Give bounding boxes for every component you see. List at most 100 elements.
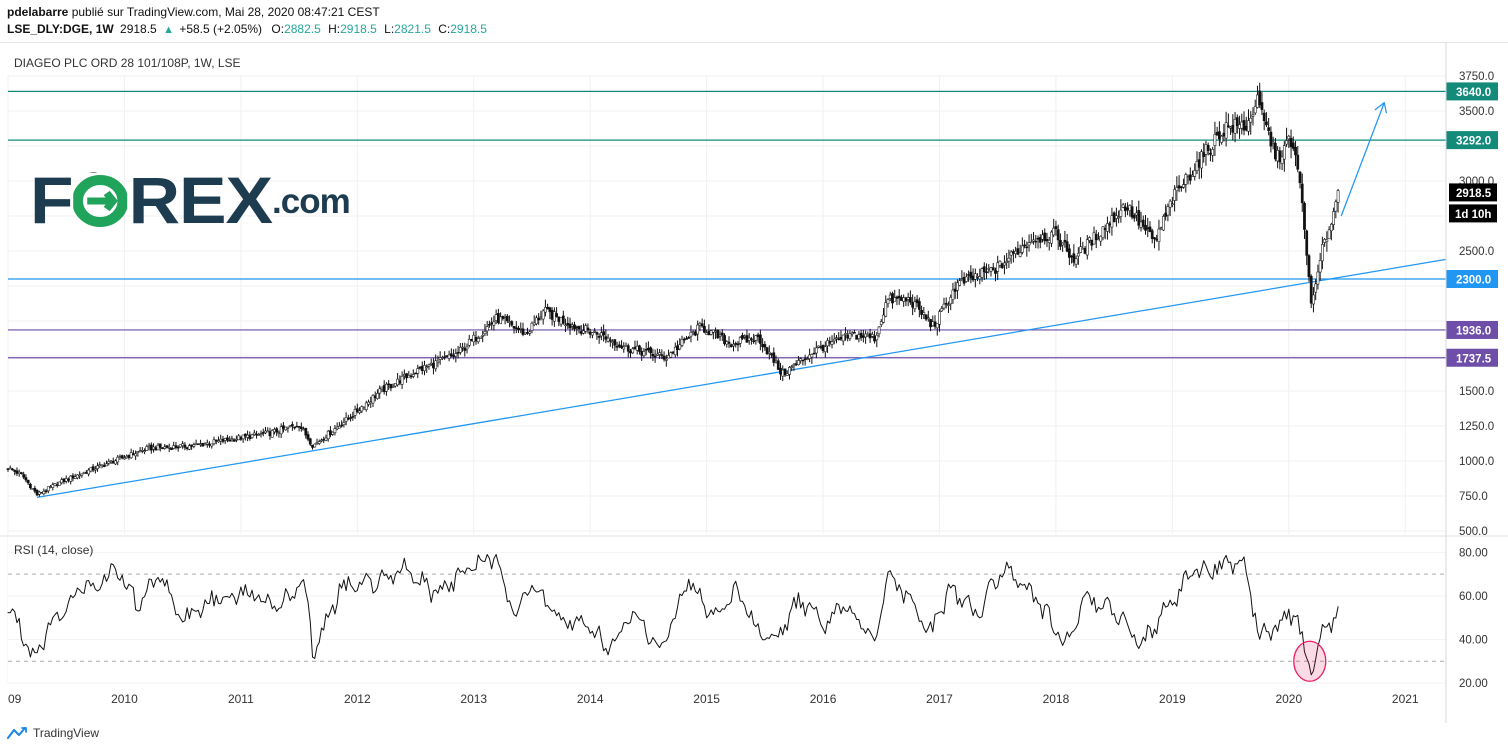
weekly-price-candle[interactable]	[1249, 117, 1253, 123]
weekly-price-candle[interactable]	[844, 333, 847, 335]
weekly-price-candle[interactable]	[1215, 131, 1219, 136]
weekly-price-candle[interactable]	[53, 483, 57, 487]
weekly-price-candle[interactable]	[1059, 240, 1062, 247]
weekly-price-candle[interactable]	[606, 337, 610, 342]
weekly-price-candle[interactable]	[29, 483, 32, 489]
weekly-price-candle[interactable]	[1029, 241, 1033, 244]
weekly-price-candle[interactable]	[1323, 239, 1327, 243]
weekly-price-candle[interactable]	[608, 339, 612, 342]
weekly-price-candle[interactable]	[998, 260, 1002, 266]
weekly-price-candle[interactable]	[503, 317, 507, 320]
weekly-price-candle[interactable]	[1188, 174, 1192, 181]
weekly-price-candle[interactable]	[1128, 205, 1132, 211]
weekly-price-candle[interactable]	[1106, 223, 1109, 232]
weekly-price-candle[interactable]	[837, 338, 841, 341]
weekly-price-candle[interactable]	[483, 331, 487, 335]
weekly-price-candle[interactable]	[895, 296, 899, 299]
weekly-price-candle[interactable]	[1074, 258, 1078, 265]
weekly-price-candle[interactable]	[1278, 150, 1282, 163]
weekly-price-candle[interactable]	[987, 268, 991, 270]
weekly-price-candle[interactable]	[465, 346, 469, 350]
weekly-price-candle[interactable]	[570, 324, 574, 327]
weekly-price-candle[interactable]	[953, 288, 957, 292]
weekly-price-candle[interactable]	[156, 444, 160, 451]
weekly-price-candle[interactable]	[235, 438, 238, 441]
weekly-price-candle[interactable]	[308, 438, 312, 445]
weekly-price-candle[interactable]	[1016, 248, 1020, 255]
weekly-price-candle[interactable]	[237, 435, 241, 441]
weekly-price-candle[interactable]	[557, 316, 561, 322]
weekly-price-candle[interactable]	[622, 346, 626, 350]
weekly-price-candle[interactable]	[1258, 90, 1262, 106]
weekly-price-candle[interactable]	[1025, 246, 1029, 249]
weekly-price-candle[interactable]	[514, 327, 518, 329]
weekly-price-candle[interactable]	[1300, 183, 1304, 204]
weekly-price-candle[interactable]	[732, 343, 735, 347]
weekly-price-candle[interactable]	[140, 450, 144, 452]
weekly-price-candle[interactable]	[667, 355, 670, 359]
weekly-price-candle[interactable]	[969, 271, 973, 278]
weekly-price-candle[interactable]	[317, 441, 321, 444]
weekly-price-candle[interactable]	[546, 306, 550, 310]
weekly-price-candle[interactable]	[902, 297, 906, 302]
weekly-price-candle[interactable]	[1244, 125, 1248, 131]
weekly-price-candle[interactable]	[1287, 135, 1291, 140]
weekly-price-candle[interactable]	[1184, 174, 1188, 185]
weekly-price-candle[interactable]	[432, 363, 435, 369]
weekly-price-candle[interactable]	[991, 267, 995, 271]
weekly-price-candle[interactable]	[329, 430, 332, 436]
weekly-price-candle[interactable]	[51, 484, 55, 488]
weekly-price-candle[interactable]	[1047, 240, 1051, 243]
weekly-price-candle[interactable]	[676, 345, 679, 350]
weekly-price-candle[interactable]	[799, 358, 803, 361]
weekly-price-candle[interactable]	[884, 302, 888, 317]
weekly-price-candle[interactable]	[15, 470, 19, 474]
weekly-price-candle[interactable]	[398, 380, 402, 384]
weekly-price-candle[interactable]	[201, 442, 205, 447]
weekly-price-candle[interactable]	[756, 334, 760, 338]
weekly-price-candle[interactable]	[414, 372, 417, 375]
weekly-price-candle[interactable]	[264, 430, 267, 434]
weekly-price-candle[interactable]	[1159, 227, 1163, 229]
weekly-price-candle[interactable]	[579, 331, 583, 334]
weekly-price-candle[interactable]	[132, 453, 135, 456]
weekly-price-candle[interactable]	[1235, 117, 1239, 127]
weekly-price-candle[interactable]	[203, 443, 207, 446]
weekly-price-candle[interactable]	[1038, 237, 1042, 243]
weekly-price-candle[interactable]	[165, 445, 169, 448]
weekly-price-candle[interactable]	[1242, 120, 1246, 131]
price-level-badge[interactable]	[1446, 131, 1498, 150]
weekly-price-candle[interactable]	[362, 407, 366, 410]
weekly-price-candle[interactable]	[1115, 215, 1118, 219]
weekly-price-candle[interactable]	[682, 338, 686, 341]
weekly-price-candle[interactable]	[673, 346, 677, 356]
weekly-price-candle[interactable]	[1067, 248, 1071, 258]
weekly-price-candle[interactable]	[700, 323, 704, 327]
weekly-price-candle[interactable]	[226, 437, 229, 441]
weekly-price-candle[interactable]	[1179, 186, 1183, 189]
weekly-price-candle[interactable]	[1253, 106, 1257, 114]
weekly-price-candle[interactable]	[1229, 126, 1232, 129]
weekly-price-candle[interactable]	[241, 434, 245, 440]
weekly-price-candle[interactable]	[1018, 252, 1022, 257]
weekly-price-candle[interactable]	[136, 451, 140, 453]
weekly-price-candle[interactable]	[1309, 275, 1313, 304]
weekly-price-candle[interactable]	[906, 297, 910, 300]
weekly-price-candle[interactable]	[790, 366, 794, 368]
weekly-price-candle[interactable]	[1312, 294, 1315, 305]
weekly-price-candle[interactable]	[96, 465, 99, 469]
weekly-price-candle[interactable]	[1204, 144, 1208, 155]
weekly-price-candle[interactable]	[250, 434, 254, 438]
weekly-price-candle[interactable]	[62, 478, 66, 482]
weekly-price-candle[interactable]	[1032, 239, 1035, 242]
weekly-price-candle[interactable]	[783, 368, 787, 376]
weekly-price-candle[interactable]	[929, 319, 932, 328]
weekly-price-candle[interactable]	[490, 322, 494, 325]
weekly-price-candle[interactable]	[526, 332, 529, 334]
weekly-price-candle[interactable]	[445, 355, 449, 357]
weekly-price-candle[interactable]	[729, 344, 733, 348]
projection-arrow-head-icon[interactable]	[1374, 101, 1387, 114]
rsi-oversold-circle[interactable]	[1293, 640, 1327, 682]
weekly-price-candle[interactable]	[850, 332, 854, 335]
weekly-price-candle[interactable]	[436, 360, 440, 363]
